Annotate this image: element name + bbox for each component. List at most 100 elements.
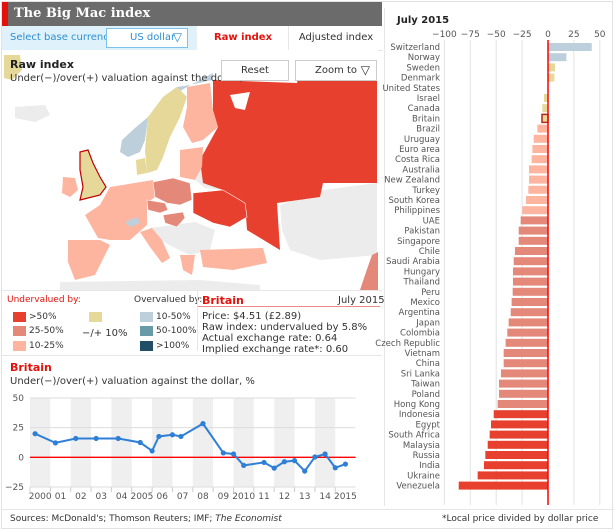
bar-chart-title: July 2015 [397, 15, 450, 26]
x-tick-label: 2000 [29, 492, 52, 502]
legend-label: >50% [29, 312, 57, 322]
base-currency-value: US dollar [130, 32, 176, 43]
chevron-down-icon: ▽ [172, 30, 182, 44]
tab-raw-index[interactable]: Raw index [196, 26, 289, 50]
country-italy[interactable] [140, 228, 170, 263]
country-poland[interactable] [152, 177, 193, 206]
x-tick-label: 14 [319, 492, 331, 502]
info-implied-rate: Implied exchange rate*: 0.60 [202, 344, 349, 355]
data-point [302, 468, 308, 474]
y-tick-label: −25 [5, 483, 24, 493]
base-currency-panel: Select base currency: US dollar ▽ [2, 26, 196, 51]
x-tick-label: 01 [55, 492, 66, 502]
data-point [200, 421, 206, 427]
data-point [241, 462, 247, 469]
legend-label: 25-50% [29, 326, 64, 336]
base-currency-select[interactable]: US dollar ▽ [106, 28, 188, 48]
data-point [291, 458, 298, 464]
y-tick-label: 25 [13, 424, 24, 434]
sources-note: Sources: McDonald's; Thomson Reuters; IM… [10, 514, 282, 524]
divider [2, 355, 382, 356]
data-point [281, 459, 287, 465]
info-country: Britain [202, 294, 244, 307]
overvalued-label: Overvalued by: [134, 295, 203, 305]
country-euro-area[interactable] [85, 180, 155, 240]
country-spain-portugal[interactable] [68, 240, 110, 280]
divider [2, 509, 614, 510]
country-greenland[interactable] [4, 55, 22, 80]
data-point [230, 451, 237, 457]
country-north-africa[interactable] [60, 280, 260, 290]
country-norway[interactable] [120, 73, 213, 157]
legend-swatch [13, 341, 26, 351]
map-subtitle: Under(−)/over(+) valuation against the d… [10, 73, 255, 84]
data-point [261, 459, 267, 466]
x-tick-label: 07 [177, 492, 188, 502]
sources-text: Sources: McDonald's; Thomson Reuters; IM… [10, 514, 216, 524]
country-czech-republic[interactable] [146, 199, 169, 214]
y-tick-label: 50 [13, 394, 25, 404]
legend-label: >100% [156, 341, 190, 351]
undervalued-label: Undervalued by: [7, 295, 81, 305]
year-band [233, 398, 254, 487]
map-title: Raw index [10, 58, 74, 71]
country-balkans[interactable] [150, 222, 215, 255]
data-point [73, 435, 79, 442]
country-denmark[interactable] [136, 158, 147, 175]
country-turkey[interactable] [200, 248, 267, 270]
year-band [192, 398, 214, 487]
footnote: *Local price divided by dollar price [442, 514, 599, 524]
data-point [156, 433, 162, 440]
info-date: July 2015 [338, 295, 385, 306]
country-switzerland[interactable] [125, 217, 140, 227]
year-band [111, 398, 132, 487]
x-tick-label: 04 [116, 492, 128, 502]
data-point [137, 439, 143, 446]
reset-button[interactable]: Reset [221, 60, 289, 81]
data-point [220, 450, 226, 456]
divider [197, 291, 198, 351]
legend-swatch [89, 312, 102, 322]
country-baltics[interactable] [180, 147, 203, 180]
country-sweden[interactable] [145, 87, 187, 173]
sources-italic: The Economist [215, 514, 282, 524]
info-divider [198, 306, 380, 307]
data-point [322, 451, 328, 457]
x-tick-label: 06 [157, 492, 169, 502]
app-title: The Big Mac index [14, 6, 151, 21]
x-tick-label: 2010 [232, 492, 255, 502]
country-ireland[interactable] [62, 177, 78, 197]
russia-inlet [230, 92, 250, 110]
country-ukraine[interactable] [192, 189, 248, 228]
data-point [342, 461, 349, 467]
chevron-down-icon: ▽ [360, 63, 370, 77]
country-hungary[interactable] [162, 211, 186, 228]
year-band [30, 398, 51, 487]
country-iceland[interactable] [15, 105, 50, 122]
data-point [169, 432, 176, 438]
x-tick-label: 2015 [334, 492, 357, 502]
europe-map[interactable] [2, 50, 378, 290]
info-price: Price: $4.51 (£2.89) [202, 311, 302, 322]
zoom-to-select[interactable]: Zoom to ▽ [295, 60, 377, 81]
country-greece[interactable] [180, 255, 195, 275]
year-band [274, 398, 295, 487]
country-central-asia[interactable] [280, 183, 377, 260]
country-middle-east[interactable] [360, 252, 378, 290]
country-britain[interactable] [79, 149, 107, 201]
base-currency-label: Select base currency: [10, 32, 118, 43]
country-finland[interactable] [183, 83, 218, 143]
year-band [314, 398, 336, 487]
x-tick-label: 03 [95, 492, 106, 502]
legend-swatch [140, 312, 153, 322]
legend-label: 10-25% [29, 341, 64, 351]
divider [384, 8, 385, 506]
x-tick-label: 11 [258, 492, 269, 502]
year-band [152, 398, 173, 487]
data-point [271, 465, 277, 471]
info-actual-rate: Actual exchange rate: 0.64 [202, 333, 338, 344]
x-tick-label: 12 [279, 492, 290, 502]
data-point [52, 440, 59, 446]
